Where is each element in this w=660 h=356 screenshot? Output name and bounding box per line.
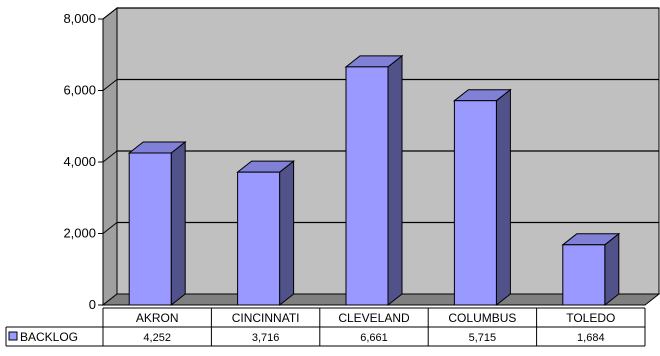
x-category-label: AKRON	[136, 311, 179, 325]
bar-cleveland	[345, 66, 389, 306]
gridline-side	[102, 222, 118, 234]
bar-cincinnati	[237, 171, 281, 306]
y-tick-label: 4,000	[63, 154, 96, 169]
bar-side-akron	[170, 140, 186, 307]
bar-akron	[128, 152, 172, 306]
bar-side-columbus	[495, 88, 511, 307]
bar-columbus	[453, 100, 497, 306]
data-label: 1,684	[577, 332, 605, 344]
y-axis: 0 2,000 4,000 6,000 8,000	[63, 11, 104, 312]
bars	[127, 54, 621, 307]
data-label: 3,716	[252, 332, 280, 344]
gridline-side	[102, 79, 118, 91]
x-category-label: CINCINNATI	[232, 311, 300, 325]
bar-side-toledo	[604, 232, 620, 307]
y-tick-label: 2,000	[63, 226, 96, 241]
series-name: BACKLOG	[20, 330, 78, 344]
y-tick-label: 0	[89, 297, 96, 312]
gridline-side	[102, 7, 118, 20]
x-category-label: TOLEDO	[566, 311, 615, 325]
gridline-side	[102, 150, 118, 163]
bar-side-cleveland	[387, 54, 403, 307]
data-label: 4,252	[143, 332, 171, 344]
y-tick-label: 8,000	[63, 11, 96, 26]
y-tick-label: 6,000	[63, 83, 96, 98]
data-label: 6,661	[360, 332, 388, 344]
legend-key	[8, 331, 18, 341]
data-table: AKRON CINCINNATI CLEVELAND COLUMBUS TOLEDO 4,…	[5, 307, 646, 347]
x-category-label: COLUMBUS	[448, 311, 516, 325]
bar-side-cincinnati	[279, 160, 295, 307]
bar-toledo	[562, 244, 606, 306]
data-label: 5,715	[469, 332, 497, 344]
x-category-label: CLEVELAND	[338, 311, 410, 325]
